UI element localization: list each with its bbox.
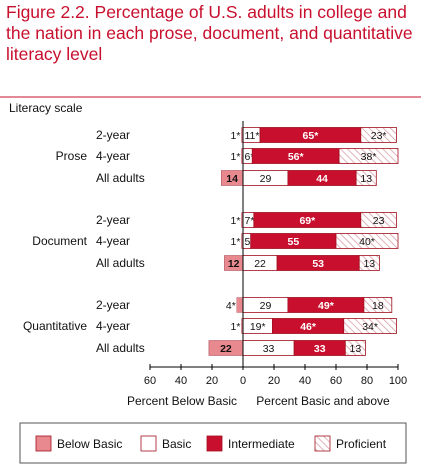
x-tick-label: 20 bbox=[268, 375, 280, 387]
x-tick-label: 100 bbox=[389, 375, 407, 387]
data-label-below-basic: 12 bbox=[228, 258, 240, 270]
row-label: All adults bbox=[96, 341, 145, 355]
data-label-below-basic: 1* bbox=[231, 215, 241, 227]
bar-proficient bbox=[360, 127, 397, 143]
row-label: 2-year bbox=[96, 298, 130, 312]
legend-label-below-basic: Below Basic bbox=[57, 437, 122, 451]
legend-label-basic: Basic bbox=[162, 437, 191, 451]
data-label-below-basic: 22 bbox=[220, 343, 232, 355]
data-label-below-basic: 1* bbox=[231, 236, 241, 248]
data-label-below-basic: 1* bbox=[231, 130, 241, 142]
data-label-intermediate: 44 bbox=[316, 173, 328, 185]
data-label-proficient: 34* bbox=[362, 321, 378, 333]
x-axis-label-left: Percent Below Basic bbox=[127, 394, 237, 408]
data-label-proficient: 23* bbox=[371, 130, 387, 142]
data-label-basic: 29 bbox=[260, 300, 272, 312]
x-tick-label: 60 bbox=[330, 375, 342, 387]
data-label-basic: 33 bbox=[263, 343, 275, 355]
data-label-intermediate: 49* bbox=[318, 300, 335, 312]
legend-swatch-below-basic bbox=[35, 435, 52, 452]
data-label-intermediate: 33 bbox=[314, 343, 326, 355]
data-label-basic: 29 bbox=[260, 173, 272, 185]
bar-proficient bbox=[355, 170, 377, 186]
data-label-intermediate: 69* bbox=[299, 215, 316, 227]
data-label-below-basic: 1* bbox=[231, 321, 241, 333]
data-label-proficient: 40* bbox=[359, 236, 375, 248]
data-label-proficient: 13 bbox=[360, 173, 372, 185]
legend-label-intermediate: Intermediate bbox=[228, 437, 295, 451]
data-label-intermediate: 46* bbox=[300, 321, 317, 333]
bar-proficient bbox=[338, 148, 399, 164]
x-tick-label: 0 bbox=[240, 375, 246, 387]
x-tick-label: 40 bbox=[175, 375, 187, 387]
bar-proficient bbox=[343, 318, 397, 334]
row-label: 4-year bbox=[96, 319, 130, 333]
data-label-below-basic: 14 bbox=[226, 173, 238, 185]
data-label-intermediate: 56* bbox=[288, 151, 305, 163]
x-axis-label-right: Percent Basic and above bbox=[256, 394, 390, 408]
data-label-basic: 22 bbox=[254, 258, 266, 270]
bar-proficient bbox=[363, 297, 393, 313]
data-label-proficient: 13 bbox=[363, 258, 375, 270]
row-label: 2-year bbox=[96, 128, 130, 142]
legend-swatch-intermediate bbox=[206, 435, 223, 452]
data-label-proficient: 18 bbox=[372, 300, 384, 312]
data-label-proficient: 23 bbox=[373, 215, 385, 227]
row-label: All adults bbox=[96, 171, 145, 185]
bar-proficient bbox=[360, 212, 397, 228]
data-label-proficient: 38* bbox=[361, 151, 377, 163]
x-tick-label: 40 bbox=[299, 375, 311, 387]
data-label-basic: 7* bbox=[245, 215, 255, 227]
bar-proficient bbox=[335, 233, 399, 249]
x-tick-label: 60 bbox=[144, 375, 156, 387]
legend-swatch-basic bbox=[140, 435, 157, 452]
bar-proficient bbox=[344, 340, 366, 356]
legend-swatch-proficient bbox=[314, 435, 331, 452]
data-label-basic: 6* bbox=[245, 151, 255, 163]
row-label: 2-year bbox=[96, 213, 130, 227]
x-tick-label: 20 bbox=[206, 375, 218, 387]
data-label-below-basic: 1* bbox=[231, 151, 241, 163]
bar-proficient bbox=[358, 255, 380, 271]
group-label-document: Document bbox=[32, 234, 87, 248]
legend-label-proficient: Proficient bbox=[336, 437, 387, 451]
data-label-basic: 5* bbox=[245, 236, 255, 248]
data-label-intermediate: 53 bbox=[312, 258, 324, 270]
data-label-basic: 19* bbox=[250, 321, 266, 333]
data-label-basic: 11* bbox=[245, 130, 260, 142]
bar-below-basic bbox=[236, 297, 244, 313]
row-label: 4-year bbox=[96, 149, 130, 163]
x-tick-label: 80 bbox=[361, 375, 373, 387]
data-label-intermediate: 55 bbox=[288, 236, 300, 248]
row-label: All adults bbox=[96, 256, 145, 270]
row-axis-title: Literacy scale bbox=[9, 101, 83, 115]
group-label-quantitative: Quantitative bbox=[23, 319, 87, 333]
row-label: 4-year bbox=[96, 234, 130, 248]
data-label-below-basic: 4* bbox=[226, 300, 236, 312]
data-label-intermediate: 65* bbox=[303, 130, 320, 142]
group-label-prose: Prose bbox=[56, 149, 88, 163]
chart-title: Figure 2.2. Percentage of U.S. adults in… bbox=[6, 2, 413, 64]
data-label-proficient: 13 bbox=[350, 343, 362, 355]
